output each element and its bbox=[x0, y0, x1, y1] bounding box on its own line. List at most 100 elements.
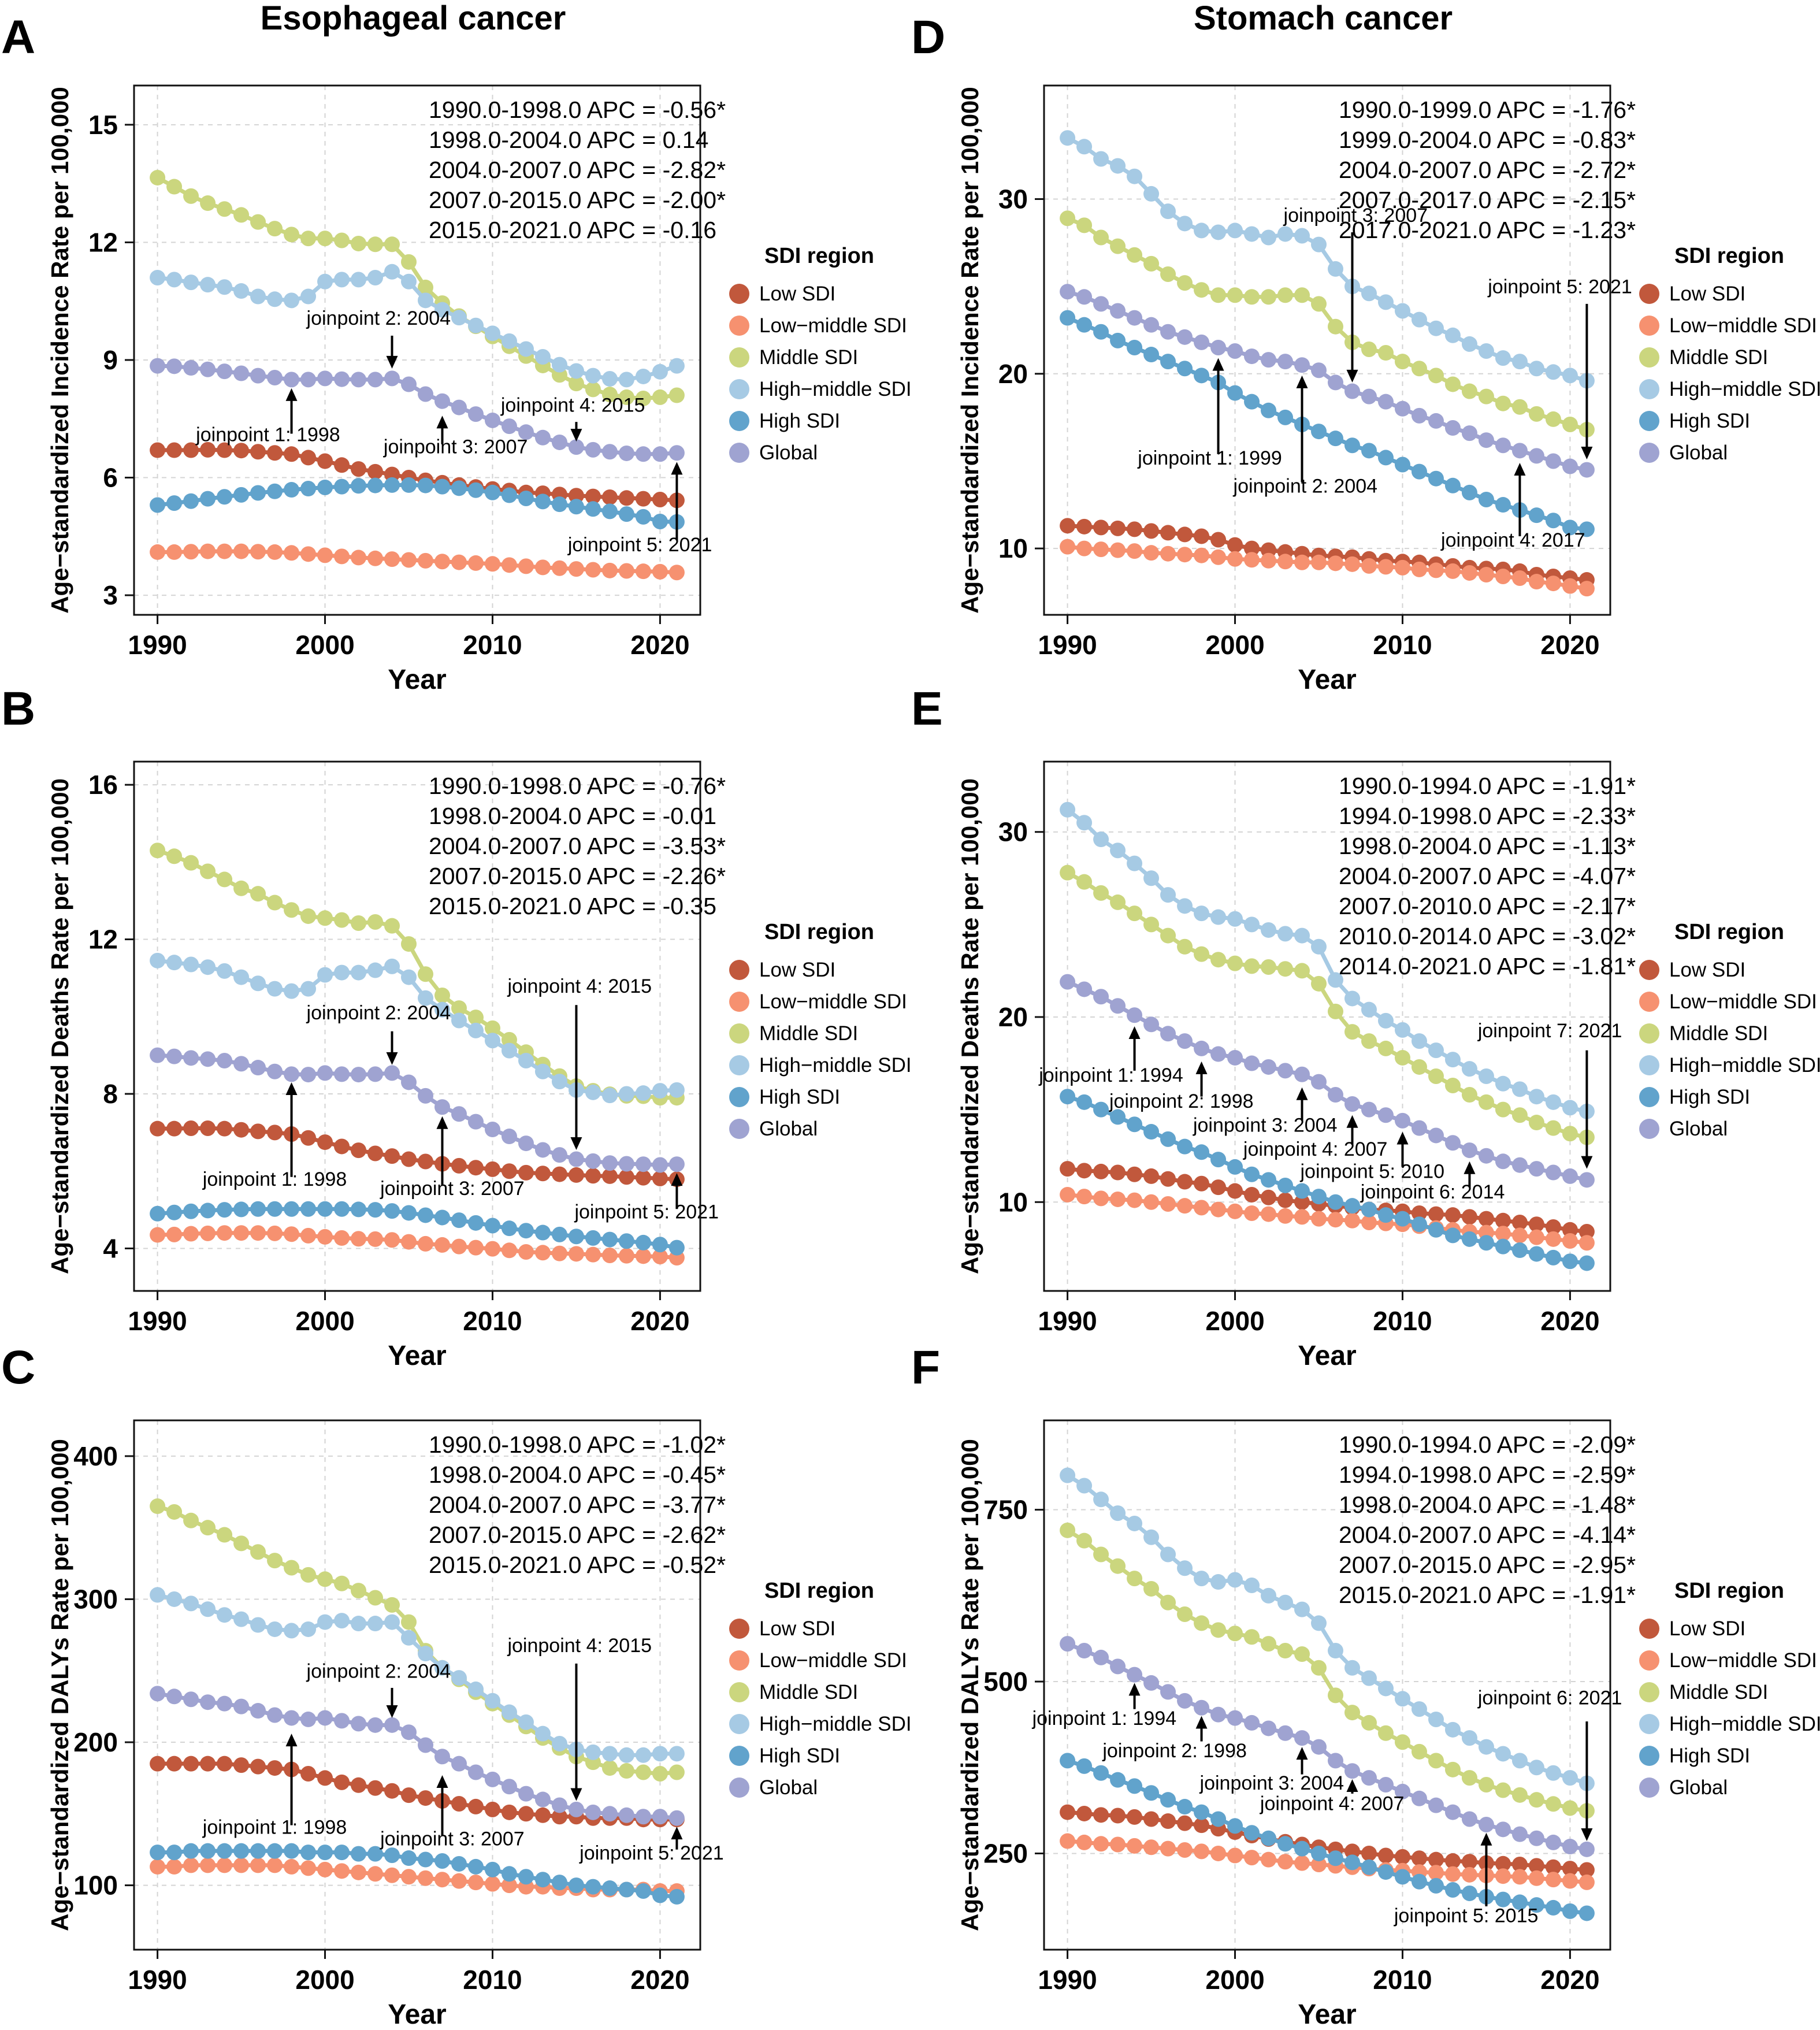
joinpoint-label: joinpoint 5: 2021 bbox=[1487, 276, 1632, 298]
panel-b: 4 8 12 16 1990 2000 2010 2020 Age−standardized D… bbox=[0, 712, 912, 1371]
legend-dot-icon bbox=[1639, 1619, 1659, 1639]
legend-item-label: Low−middle SDI bbox=[759, 1649, 907, 1672]
apc-line: 2014.0-2021.0 APC = -1.81* bbox=[1339, 953, 1636, 979]
svg-text:1990: 1990 bbox=[1038, 1965, 1097, 1995]
joinpoint-label: joinpoint 3: 2004 bbox=[1193, 1115, 1338, 1137]
plot-border bbox=[133, 1419, 701, 1951]
joinpoint-label: joinpoint 1: 1994 bbox=[1032, 1708, 1177, 1730]
legend-item-high-sdi: High SDI bbox=[1639, 1740, 1819, 1772]
apc-line: 2004.0-2007.0 APC = -2.82* bbox=[429, 157, 726, 183]
series-middle-sdi bbox=[1060, 864, 1595, 1145]
legend: SDI region Low SDI Low−middle SDI Middle SD… bbox=[729, 244, 912, 469]
legend-dot-icon bbox=[729, 1087, 749, 1107]
apc-line: 1990.0-1998.0 APC = -0.56* bbox=[429, 97, 726, 123]
legend-dot-icon bbox=[1639, 1055, 1659, 1075]
apc-line: 2010.0-2014.0 APC = -3.02* bbox=[1339, 923, 1636, 949]
legend: SDI region Low SDI Low−middle SDI Middle SD… bbox=[1639, 920, 1820, 1145]
column-title-stomach: Stomach cancer bbox=[1193, 0, 1453, 37]
joinpoint-label: joinpoint 3: 2007 bbox=[380, 1178, 525, 1200]
series-global bbox=[1060, 1636, 1595, 1857]
legend-item-label: Global bbox=[759, 441, 818, 464]
joinpoint-label: joinpoint 2: 1998 bbox=[1109, 1090, 1254, 1112]
series-global bbox=[150, 1047, 685, 1173]
chart-b-deaths-esophageal: 4 8 12 16 1990 2000 2010 2020 Age−standardized D… bbox=[46, 760, 726, 1371]
apc-line: 2004.0-2007.0 APC = -3.77* bbox=[429, 1491, 726, 1518]
joinpoint-label: joinpoint 4: 2015 bbox=[500, 395, 645, 417]
y-axis-title: Age−standardized Deaths Rate per 100,000 bbox=[46, 778, 73, 1274]
legend-title: SDI region bbox=[1674, 244, 1785, 268]
joinpoint-label: joinpoint 3: 2007 bbox=[380, 1828, 525, 1850]
legend-dot-icon bbox=[1639, 1119, 1659, 1139]
legend-item-label: Middle SDI bbox=[759, 1022, 859, 1045]
joinpoint-arrowhead-icon bbox=[1128, 1683, 1141, 1696]
legend-dot-icon bbox=[729, 1682, 749, 1702]
legend-item-low-middle-sdi: Low−middle SDI bbox=[1639, 1645, 1819, 1676]
plot-area bbox=[134, 762, 700, 1291]
legend-item-label: Middle SDI bbox=[1669, 1680, 1769, 1704]
legend-dot-icon bbox=[1639, 1650, 1659, 1671]
apc-line: 2017.0-2021.0 APC = -1.23* bbox=[1339, 217, 1636, 243]
svg-text:8: 8 bbox=[103, 1079, 118, 1109]
legend-item-label: High−middle SDI bbox=[759, 1712, 912, 1735]
legend-item-global: Global bbox=[729, 1772, 909, 1803]
joinpoint-label: joinpoint 1: 1998 bbox=[202, 1168, 347, 1190]
legend-item-global: Global bbox=[729, 437, 909, 469]
panel-e: 10 20 30 1990 2000 2010 2020 Age−standardized D… bbox=[910, 712, 1820, 1371]
legend-item-high-middle-sdi: High−middle SDI bbox=[1639, 1708, 1820, 1740]
x-axis-title: Year bbox=[388, 665, 446, 695]
svg-text:12: 12 bbox=[88, 227, 118, 257]
series-global bbox=[150, 1686, 685, 1826]
svg-text:20: 20 bbox=[998, 1002, 1028, 1032]
legend-item-middle-sdi: Middle SDI bbox=[1639, 1018, 1819, 1049]
y-axis-title: Age−standardized Incidence Rate per 100,… bbox=[956, 87, 983, 614]
legend-item-label: Low−middle SDI bbox=[1669, 990, 1817, 1013]
svg-text:6: 6 bbox=[103, 463, 118, 493]
legend-item-label: Low SDI bbox=[759, 958, 836, 981]
svg-text:2010: 2010 bbox=[1373, 1306, 1432, 1336]
plot-border bbox=[133, 84, 701, 616]
series-global bbox=[150, 358, 685, 462]
apc-line: 1998.0-2004.0 APC = -1.13* bbox=[1339, 833, 1636, 859]
legend-item-high-middle-sdi: High−middle SDI bbox=[1639, 373, 1820, 405]
legend-dot-icon bbox=[729, 316, 749, 336]
legend-item-label: Low SDI bbox=[1669, 1617, 1746, 1640]
legend-dot-icon bbox=[729, 1650, 749, 1671]
svg-text:400: 400 bbox=[73, 1441, 118, 1471]
legend: SDI region Low SDI Low−middle SDI Middle SD… bbox=[729, 1579, 912, 1803]
chart-f-dalys-stomach: 250 500 750 1990 2000 2010 2020 Age−standardize… bbox=[956, 1419, 1636, 2029]
legend-dot-icon bbox=[729, 347, 749, 368]
svg-text:12: 12 bbox=[88, 925, 118, 955]
y-axis: 250 500 750 bbox=[983, 1495, 1044, 1868]
apc-line: 2015.0-2021.0 APC = -0.52* bbox=[429, 1552, 726, 1578]
svg-text:2000: 2000 bbox=[295, 630, 354, 660]
joinpoint-annotations: joinpoint 1: 1999 joinpoint 2: 2004 joinpo… bbox=[1137, 205, 1632, 551]
legend-dot-icon bbox=[729, 411, 749, 431]
legend-item-low-sdi: Low SDI bbox=[1639, 954, 1819, 986]
legend-title: SDI region bbox=[764, 920, 875, 944]
legend: SDI region Low SDI Low−middle SDI Middle SD… bbox=[1639, 1579, 1820, 1803]
joinpoint-label: joinpoint 2: 2004 bbox=[1233, 475, 1378, 497]
series-low-middle-sdi bbox=[150, 543, 685, 581]
legend-dot-icon bbox=[1639, 1746, 1659, 1766]
joinpoint-arrowhead-icon bbox=[1480, 1832, 1492, 1846]
legend-dot-icon bbox=[729, 960, 749, 980]
joinpoint-label: joinpoint 7: 2021 bbox=[1477, 1020, 1622, 1042]
apc-annotation: 1990.0-1994.0 APC = -2.09* 1994.0-1998.0 … bbox=[1339, 1431, 1636, 1608]
series-low-sdi bbox=[150, 1120, 685, 1187]
y-axis-title: Age−standardized Deaths Rate per 100,000 bbox=[956, 778, 983, 1274]
plot-border bbox=[133, 760, 701, 1292]
legend-dot-icon bbox=[1639, 411, 1659, 431]
apc-line: 1994.0-1998.0 APC = -2.59* bbox=[1339, 1461, 1636, 1488]
series-global bbox=[1060, 284, 1595, 478]
joinpoint-arrowhead-icon bbox=[1581, 1156, 1593, 1169]
legend-item-global: Global bbox=[1639, 1772, 1819, 1803]
joinpoint-arrowhead-icon bbox=[1346, 369, 1358, 383]
x-axis: 1990 2000 2010 2020 bbox=[1038, 1950, 1600, 1995]
legend-dot-icon bbox=[729, 1023, 749, 1044]
panel-letter-b: B bbox=[1, 682, 36, 735]
legend-dot-icon bbox=[1639, 960, 1659, 980]
joinpoint-arrowhead-icon bbox=[1464, 1161, 1476, 1174]
legend-item-label: High SDI bbox=[1669, 409, 1751, 432]
legend-item-label: High SDI bbox=[1669, 1085, 1751, 1108]
apc-annotation: 1990.0-1998.0 APC = -0.56* 1998.0-2004.0 … bbox=[429, 97, 726, 243]
